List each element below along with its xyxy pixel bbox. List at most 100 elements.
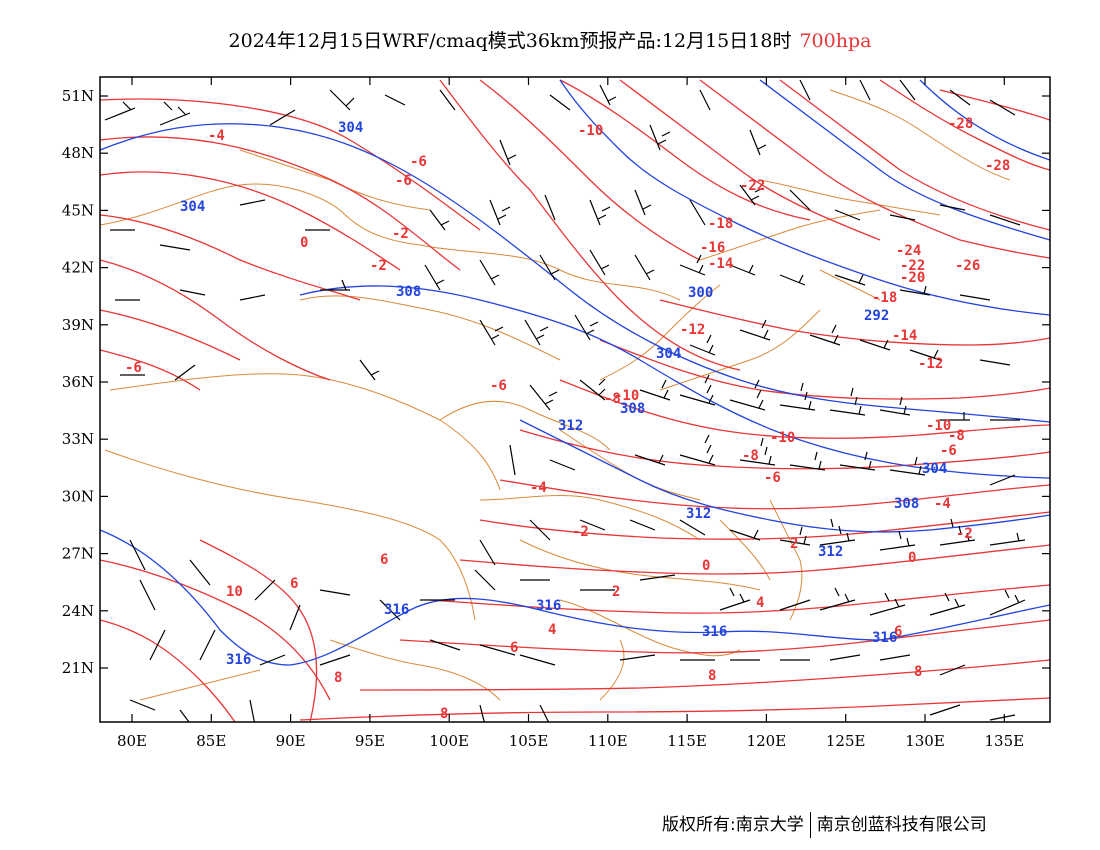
lon-label: 90E [276, 732, 306, 750]
temp-label: -14 [892, 328, 917, 344]
height-label: 316 [536, 598, 561, 614]
temp-label: 4 [756, 595, 764, 611]
borders [100, 89, 1011, 701]
latitude-labels: 51N 48N 45N 42N 39N 36N 33N 30N 27N 24N 21N [62, 87, 94, 677]
temp-label: -6 [764, 470, 781, 486]
temp-label: -6 [490, 378, 507, 394]
temp-label: -2 [956, 526, 973, 542]
temp-label: -10 [614, 388, 639, 404]
lat-label: 36N [62, 373, 94, 391]
height-label: 304 [338, 120, 363, 136]
lat-label: 51N [62, 87, 94, 105]
lon-label: 105E [509, 732, 549, 750]
height-label: 316 [384, 602, 409, 618]
height-labels: 304 304 308 300 292 304 308 312 304 308 … [180, 120, 947, 668]
temp-label: -4 [208, 128, 225, 144]
title-level: 700hpa [799, 30, 872, 52]
height-label: 292 [864, 308, 889, 324]
temp-label: -10 [770, 430, 795, 446]
height-label: 316 [702, 624, 727, 640]
temperature-labels: -4 -6 -6 -2 0 -2 -10 -22 -18 -16 -14 -12… [125, 116, 1010, 722]
temp-label: -26 [955, 258, 980, 274]
temp-label: -18 [708, 216, 733, 232]
height-label: 312 [558, 418, 583, 434]
lat-label: 33N [62, 430, 94, 448]
temp-label: 0 [702, 558, 710, 574]
temp-label: -4 [934, 496, 951, 512]
temp-label: -28 [985, 158, 1010, 174]
temp-label: -14 [708, 256, 733, 272]
temp-label: -10 [926, 418, 951, 434]
temp-label: 8 [914, 664, 922, 680]
temp-label: -8 [742, 448, 759, 464]
lon-label: 130E [905, 732, 945, 750]
height-label: 308 [396, 284, 421, 300]
title-main: 2024年12月15日WRF/cmaq模式36km预报产品:12月15日18时 [228, 30, 792, 52]
temp-label: -2 [392, 226, 409, 242]
temp-label: 0 [908, 550, 916, 566]
temp-label: -2 [370, 258, 387, 274]
temp-label: -2 [572, 524, 589, 540]
height-label: 308 [894, 496, 919, 512]
lat-label: 30N [62, 487, 94, 505]
lon-label: 80E [117, 732, 147, 750]
temp-label: 6 [894, 624, 902, 640]
lon-label: 110E [588, 732, 628, 750]
axis-ticks [100, 77, 1050, 722]
temp-label: -8 [948, 428, 965, 444]
temp-label: 10 [226, 584, 243, 600]
wind-barbs [104, 79, 1026, 722]
lon-label: 120E [747, 732, 787, 750]
copyright: 版权所有:南京大学 南京创蓝科技有限公司 [662, 810, 987, 838]
copyright-right: 南京创蓝科技有限公司 [816, 815, 987, 835]
temp-label: -6 [410, 154, 427, 170]
temp-label: -4 [530, 480, 547, 496]
lat-label: 42N [62, 259, 94, 277]
temperature-contours [100, 79, 1050, 722]
longitude-labels: 80E 85E 90E 95E 100E 105E 110E 115E 120E 125E 130E… [117, 732, 1024, 750]
lon-label: 100E [429, 732, 469, 750]
copyright-left: 版权所有:南京大学 [662, 815, 804, 835]
lat-label: 21N [62, 659, 94, 677]
map-title: 2024年12月15日WRF/cmaq模式36km预报产品:12月15日18时 7… [0, 26, 1100, 53]
temp-label: -22 [740, 178, 765, 194]
temp-label: -6 [395, 173, 412, 189]
height-contours [100, 79, 1050, 666]
temp-label: 2 [612, 584, 620, 600]
lat-label: 27N [62, 545, 94, 563]
lat-label: 39N [62, 316, 94, 334]
height-label: 304 [180, 199, 205, 215]
lat-label: 24N [62, 602, 94, 620]
temp-label: 8 [334, 670, 342, 686]
lon-label: 85E [196, 732, 226, 750]
temp-label: -20 [900, 270, 925, 286]
temp-label: -24 [896, 243, 921, 259]
height-label: 312 [818, 544, 843, 560]
height-label: 300 [688, 285, 713, 301]
height-label: 316 [872, 630, 897, 646]
height-label: 316 [226, 652, 251, 668]
temp-label: 2 [790, 536, 798, 552]
height-label: 312 [686, 506, 711, 522]
temp-label: -28 [948, 116, 973, 132]
temp-label: -12 [918, 356, 943, 372]
temp-label: 6 [290, 576, 298, 592]
lon-label: 95E [355, 732, 385, 750]
height-label: 308 [620, 401, 645, 417]
map-frame [99, 76, 1051, 723]
temp-label: 8 [708, 668, 716, 684]
temp-label: 6 [510, 640, 518, 656]
temp-label: -18 [872, 290, 897, 306]
temp-label: 8 [440, 706, 448, 722]
temp-label: 4 [548, 622, 556, 638]
temp-label: -10 [578, 123, 603, 139]
height-label: 304 [922, 461, 947, 477]
temp-label: 6 [380, 552, 388, 568]
temp-label: -22 [900, 258, 925, 274]
temp-label: -16 [700, 240, 725, 256]
temp-label: -6 [940, 443, 957, 459]
lat-label: 45N [62, 201, 94, 219]
lon-label: 125E [826, 732, 866, 750]
temp-label: -12 [680, 322, 705, 338]
